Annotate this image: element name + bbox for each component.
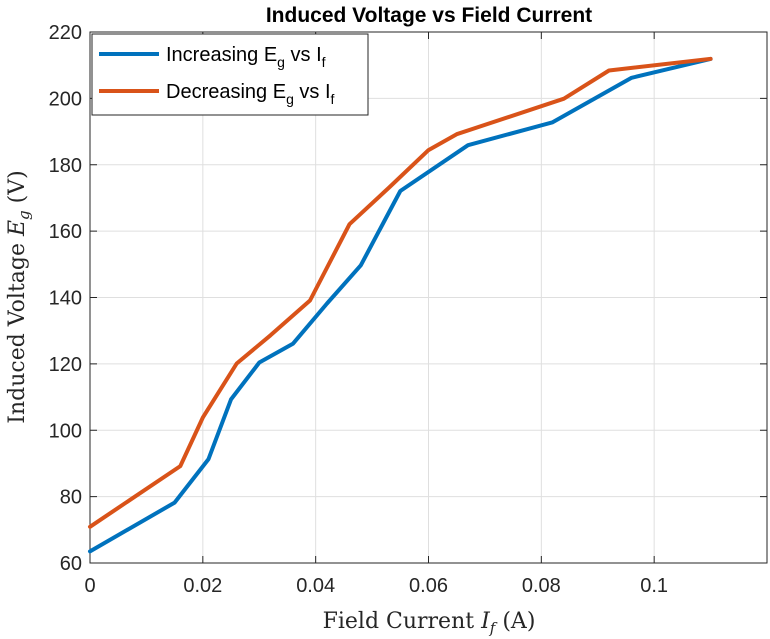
y-tick-label: 220 [49,22,82,44]
x-tick-label: 0.02 [183,575,222,597]
legend: Increasing Eg vs If Decreasing Eg vs If [91,33,369,116]
x-tick-label: 0.04 [296,575,335,597]
y-tick-label: 160 [49,221,82,243]
x-tick-labels: 0 0.02 0.04 0.06 0.08 0.1 [84,575,668,597]
y-tick-labels: 60 80 100 120 140 160 180 200 220 [49,22,82,575]
series-lines [88,56,713,554]
x-tick-label: 0.08 [522,575,561,597]
y-tick-label: 200 [49,88,82,110]
series-line-decreasing [88,56,713,529]
y-axis-label: Induced Voltage Eg (V) [5,170,33,423]
x-tick-label: 0.06 [409,575,448,597]
x-tick-label: 0.1 [640,575,668,597]
y-tick-label: 80 [60,487,82,509]
legend-box [91,33,369,116]
y-tick-label: 180 [49,155,82,177]
series-line-increasing [88,56,713,554]
legend-label-increasing: Increasing Eg vs If [166,44,326,70]
chart-title: Induced Voltage vs Field Current [266,4,592,27]
y-tick-label: 120 [49,354,82,376]
y-tick-label: 100 [49,420,82,442]
legend-label-decreasing: Decreasing Eg vs If [166,81,335,107]
x-tick-label: 0 [84,575,95,597]
y-tick-label: 140 [49,288,82,310]
x-axis-label: Field Current If (A) [323,609,536,637]
y-tick-label: 60 [60,553,82,575]
